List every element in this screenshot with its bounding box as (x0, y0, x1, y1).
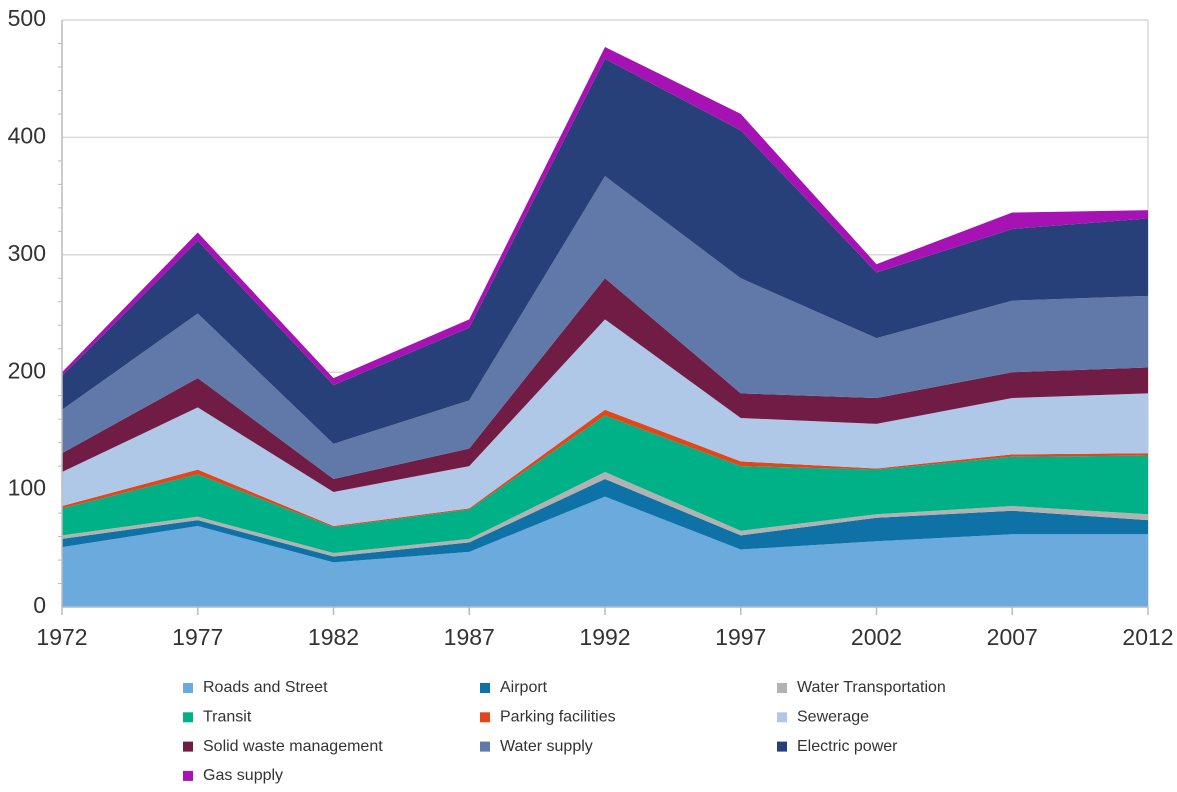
legend-label: Roads and Street (203, 679, 328, 696)
x-tick-label: 1987 (444, 624, 495, 650)
x-tick-label: 2012 (1122, 624, 1173, 650)
legend-swatch (480, 712, 490, 723)
area (62, 496, 1148, 607)
area (62, 471, 1148, 557)
legend-swatch (480, 741, 490, 752)
legend-swatch (777, 712, 787, 723)
legend-label: Airport (500, 679, 548, 696)
legend-swatch (480, 683, 490, 693)
legend-label: Water Transportation (797, 679, 946, 696)
x-tick-label: 1982 (308, 624, 359, 650)
legend-item: Transit (183, 709, 252, 726)
legend-item: Roads and Street (183, 679, 328, 696)
legend-label: Gas supply (203, 767, 283, 784)
legend-swatch (183, 683, 193, 693)
y-tick-label: 400 (8, 122, 46, 148)
x-tick-label: 1977 (172, 624, 223, 650)
y-tick-label: 500 (8, 5, 46, 31)
legend-swatch (183, 712, 193, 723)
legend-swatch (777, 741, 787, 752)
legend-item: Electric power (777, 738, 898, 755)
legend-item: Water supply (480, 738, 593, 755)
area (62, 176, 1148, 480)
y-tick-label: 300 (8, 240, 46, 266)
x-tick-label: 1972 (36, 624, 87, 650)
legend-item: Solid waste management (183, 738, 383, 755)
legend-label: Electric power (797, 738, 898, 755)
legend-item: Airport (480, 679, 548, 696)
area (62, 319, 1148, 526)
x-tick-label: 2007 (987, 624, 1038, 650)
legend-label: Water supply (500, 738, 593, 755)
legend-label: Solid waste management (203, 738, 383, 755)
x-tick-label: 1992 (579, 624, 630, 650)
legend-swatch (777, 683, 787, 693)
legend-label: Parking facilities (500, 709, 616, 726)
y-tick-label: 0 (33, 592, 46, 618)
legend-item: Gas supply (183, 767, 283, 784)
x-tick-label: 1997 (715, 624, 766, 650)
legend-label: Sewerage (797, 709, 869, 726)
legend-swatch (183, 770, 193, 781)
x-tick-label: 2002 (851, 624, 902, 650)
legend-swatch (183, 741, 193, 752)
y-tick-label: 200 (8, 357, 46, 383)
y-tick-label: 100 (8, 475, 46, 501)
area (62, 479, 1148, 563)
legend-item: Sewerage (777, 709, 869, 726)
legend-item: Water Transportation (777, 679, 946, 696)
legend-item: Parking facilities (480, 709, 616, 726)
area (62, 415, 1148, 553)
area (62, 58, 1148, 444)
legend-label: Transit (203, 709, 252, 726)
